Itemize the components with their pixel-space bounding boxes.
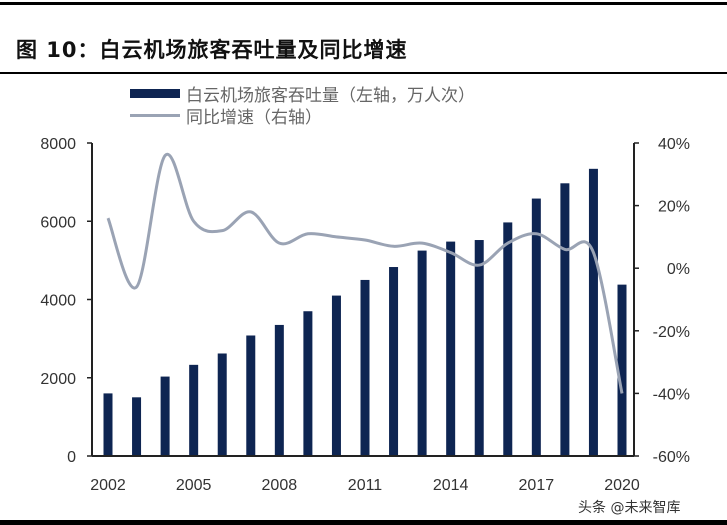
x-tick-label: 2008 <box>262 477 298 494</box>
bar-2008 <box>274 324 284 456</box>
x-tick-label: 2020 <box>604 477 640 494</box>
left-tick-label: 0 <box>67 449 76 466</box>
bar-2013 <box>417 250 427 456</box>
line-swatch-icon <box>130 113 180 117</box>
bar-2006 <box>217 353 227 456</box>
legend-item-bar: 白云机场旅客吞吐量（左轴，万人次） <box>130 82 475 106</box>
left-tick-label: 4000 <box>40 293 76 310</box>
x-tick-label: 2005 <box>176 477 212 494</box>
bar-swatch-icon <box>130 88 180 98</box>
x-tick-label: 2017 <box>519 477 555 494</box>
bar-2002 <box>103 393 113 456</box>
right-tick-label: 0% <box>667 261 690 278</box>
left-tick-label: 2000 <box>40 371 76 388</box>
bar-2004 <box>160 376 170 456</box>
left-tick-label: 8000 <box>40 136 76 153</box>
legend-line-label: 同比增速（右轴） <box>186 107 322 128</box>
x-tick-label: 2014 <box>433 477 469 494</box>
right-tick-label: -20% <box>653 324 690 341</box>
x-tick-label: 2002 <box>90 477 126 494</box>
right-tick-label: 20% <box>658 199 690 216</box>
bar-2020 <box>617 284 627 456</box>
x-tick-label: 2011 <box>348 477 383 494</box>
legend-item-line: 同比增速（右轴） <box>130 104 475 128</box>
right-tick-label: -40% <box>653 386 690 403</box>
bar-2017 <box>531 198 541 456</box>
bar-2011 <box>360 279 370 456</box>
bar-2007 <box>246 335 256 456</box>
left-tick-label: 6000 <box>40 214 76 231</box>
watermark: 头条 @未来智库 <box>578 500 681 516</box>
bar-2018 <box>560 183 570 456</box>
bar-2015 <box>474 240 484 456</box>
right-tick-label: 40% <box>658 136 690 153</box>
chart-title: 图 10：白云机场旅客吞吐量及同比增速 <box>16 38 408 62</box>
bottom-rule <box>0 520 727 525</box>
title-rule <box>0 72 727 74</box>
legend-bar-label: 白云机场旅客吞吐量（左轴，万人次） <box>186 85 475 106</box>
right-tick-label: -60% <box>653 449 690 466</box>
bar-2014 <box>446 241 456 456</box>
bar-2016 <box>503 222 513 456</box>
bar-2005 <box>189 364 199 456</box>
bar-2003 <box>132 397 142 456</box>
bar-2012 <box>389 267 399 456</box>
top-rule <box>0 2 727 5</box>
bar-2009 <box>303 311 313 456</box>
growth-line <box>106 152 624 394</box>
legend: 白云机场旅客吞吐量（左轴，万人次） 同比增速（右轴） <box>130 82 475 128</box>
bar-2010 <box>331 295 341 456</box>
bar-2019 <box>588 168 598 456</box>
